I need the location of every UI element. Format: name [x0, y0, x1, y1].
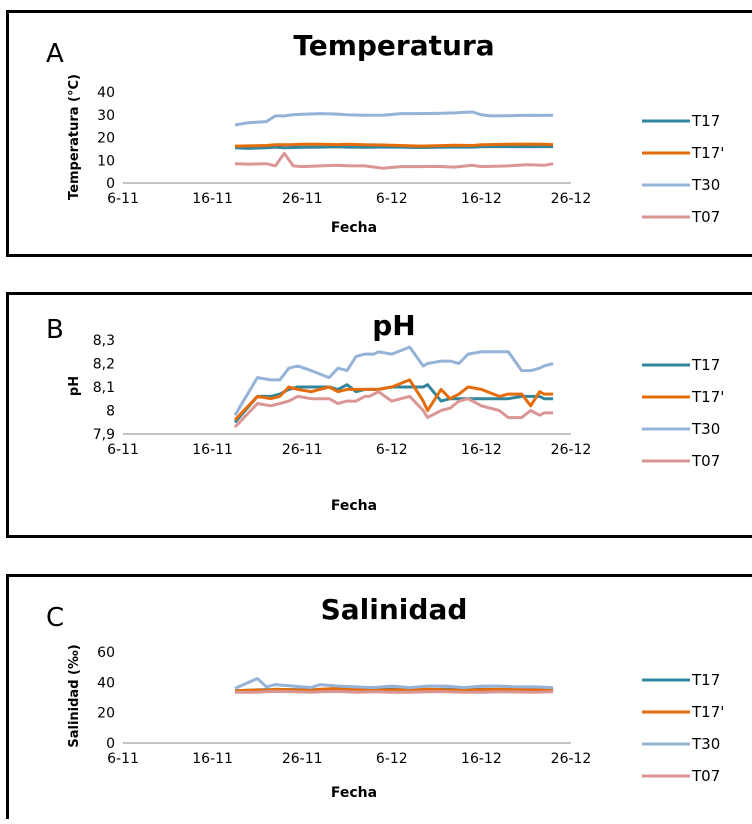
- chart-panel-salinidad: C Salinidad 0 20 40 60 6-11 16-11 26-11 6-12 16-…: [6, 574, 752, 819]
- x-tick-label: 16-12: [461, 191, 502, 207]
- chart-panel-temperatura: A Temperatura 0 10 20 30 40 6-11 16-11 26-11 6-1…: [6, 10, 752, 257]
- x-tick-label: 16-11: [192, 442, 233, 458]
- y-tick-label: 20: [97, 706, 115, 722]
- legend-label: T17': [691, 703, 724, 721]
- x-axis-label: Fecha: [331, 498, 377, 514]
- chart-svg-temperatura: A Temperatura 0 10 20 30 40 6-11 16-11 26-11 6-1…: [46, 29, 724, 236]
- panel-letter: A: [46, 39, 64, 69]
- y-axis-label: Salinidad (‰): [67, 644, 82, 747]
- legend-label: T17: [691, 356, 720, 374]
- x-tick-label: 26-11: [282, 442, 323, 458]
- y-tick-label: 8,3: [93, 333, 115, 349]
- x-tick-label: 26-12: [551, 442, 592, 458]
- x-tick-label: 6-11: [107, 751, 139, 767]
- x-tick-label: 6-12: [376, 442, 408, 458]
- x-tick-label: 16-12: [461, 751, 502, 767]
- x-tick-label: 6-11: [107, 442, 139, 458]
- series-line-t07: [233, 390, 554, 429]
- y-tick-label: 60: [97, 645, 115, 661]
- panel-letter: B: [46, 315, 64, 345]
- y-tick-label: 7,9: [93, 427, 115, 443]
- x-tick-label: 26-12: [551, 751, 592, 767]
- legend: T17 T17' T30 T07: [642, 356, 724, 470]
- legend-label: T30: [691, 735, 720, 753]
- legend-label: T30: [691, 176, 720, 194]
- x-tick-label: 26-11: [282, 751, 323, 767]
- y-tick-label: 30: [97, 108, 115, 124]
- legend: T17 T17' T30 T07: [642, 112, 724, 226]
- y-tick-label: 40: [97, 675, 115, 691]
- x-tick-label: 16-11: [192, 191, 233, 207]
- y-tick-label: 40: [97, 85, 115, 101]
- series-line-t07: [234, 151, 554, 170]
- plot-area: 7,9 8 8,1 8,2 8,3 6-11 16-11 26-11 6-12 16-12 26-1…: [93, 333, 592, 458]
- series-line-t30: [233, 345, 554, 416]
- y-axis-label: Temperatura (°C): [67, 74, 82, 200]
- series-line-t17: [234, 145, 554, 150]
- y-tick-label: 0: [106, 736, 115, 752]
- legend-label: T07: [691, 208, 720, 226]
- series-line-t07: [235, 689, 554, 694]
- plot-area: 0 20 40 60 6-11 16-11 26-11 6-12 16-12 26-12: [97, 645, 591, 767]
- series-line-t30: [234, 110, 554, 127]
- x-tick-label: 6-12: [376, 751, 408, 767]
- plot-area: 0 10 20 30 40 6-11 16-11 26-11 6-12 16-12 26-12: [97, 85, 591, 207]
- legend-label: T17': [691, 388, 724, 406]
- x-tick-label: 6-12: [376, 191, 408, 207]
- legend-label: T17: [691, 112, 720, 130]
- y-tick-label: 10: [97, 153, 115, 169]
- panel-letter: C: [46, 603, 64, 633]
- series-line-t30: [234, 677, 554, 690]
- y-tick-label: 0: [106, 176, 115, 192]
- chart-panel-ph: B pH 7,9 8 8,1 8,2 8,3 6-11 16-11 26-11 6-12 16-1…: [6, 292, 752, 538]
- y-axis-label: pH: [67, 376, 82, 396]
- chart-title: Salinidad: [321, 593, 468, 626]
- chart-title: pH: [372, 309, 415, 342]
- x-axis-label: Fecha: [331, 220, 377, 236]
- legend-label: T17': [691, 144, 724, 162]
- x-tick-label: 26-11: [282, 191, 323, 207]
- chart-svg-salinidad: C Salinidad 0 20 40 60 6-11 16-11 26-11 6-12 16-…: [46, 593, 724, 801]
- x-tick-label: 16-12: [461, 442, 502, 458]
- y-tick-label: 8,2: [93, 357, 115, 373]
- legend-label: T17: [691, 671, 720, 689]
- y-tick-label: 8: [106, 404, 115, 420]
- legend: T17 T17' T30 T07: [642, 671, 724, 785]
- x-axis-label: Fecha: [331, 785, 377, 801]
- x-tick-label: 6-11: [107, 191, 139, 207]
- x-tick-label: 26-12: [551, 191, 592, 207]
- chart-svg-ph: B pH 7,9 8 8,1 8,2 8,3 6-11 16-11 26-11 6-12 16-1…: [46, 309, 724, 514]
- x-tick-label: 16-11: [192, 751, 233, 767]
- series-line-t17p: [234, 142, 554, 148]
- y-tick-label: 20: [97, 131, 115, 147]
- chart-title: Temperatura: [293, 29, 494, 62]
- series-line-t17p: [234, 686, 554, 693]
- legend-label: T07: [691, 452, 720, 470]
- legend-label: T30: [691, 420, 720, 438]
- series-line-t17p: [233, 378, 554, 421]
- y-tick-label: 8,1: [93, 380, 115, 396]
- legend-label: T07: [691, 767, 720, 785]
